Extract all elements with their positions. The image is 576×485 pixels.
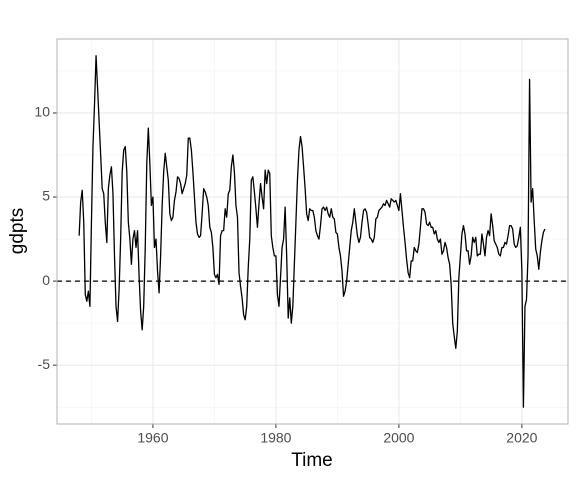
y-tick-label: -5 (38, 356, 51, 372)
x-tick-label: 2020 (506, 430, 537, 446)
data-line (78, 55, 546, 408)
y-axis-title: gdpts (7, 208, 28, 254)
x-tick-label: 1960 (137, 430, 168, 446)
x-tick-label: 1980 (260, 430, 291, 446)
y-tick-label: 10 (34, 104, 50, 120)
x-axis-title: Time (291, 450, 333, 471)
panel-border (56, 38, 569, 425)
x-tick-label: 2000 (383, 430, 414, 446)
y-tick-label: 0 (42, 272, 50, 288)
y-tick-label: 5 (42, 188, 50, 204)
